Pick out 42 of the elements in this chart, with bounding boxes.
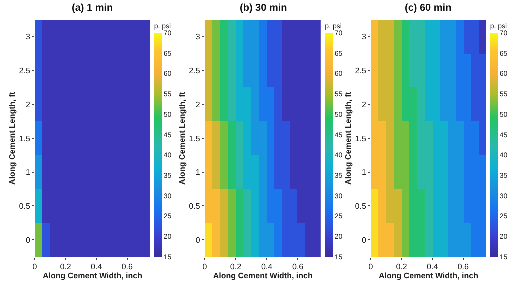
chart-title: (b) 30 min [240, 3, 288, 14]
y-tick-label: 1.5 [19, 134, 31, 144]
y-tick-label: 2 [26, 100, 31, 110]
y-tick-label: 3 [362, 32, 367, 42]
x-axis-title: Along Cement Width, inch [379, 272, 479, 281]
x-tick-label: 0.4 [91, 262, 103, 272]
x-tick-label: 0.2 [396, 262, 408, 272]
x-tick-label: 0.6 [292, 262, 304, 272]
y-tick-label: 1.5 [189, 134, 201, 144]
x-tick-label: 0 [368, 262, 374, 272]
y-tick-label: 2 [362, 100, 367, 110]
x-tick-label: 0.6 [458, 262, 470, 272]
x-axis-title: Along Cement Width, inch [213, 272, 313, 281]
x-tick-label: 0.2 [230, 262, 242, 272]
x-tick-label: 0.4 [427, 262, 439, 272]
y-tick-label: 3 [196, 32, 201, 42]
y-tick-label: 0.5 [355, 202, 367, 212]
x-tick-label: 0 [202, 262, 208, 272]
y-tick-label: 2.5 [355, 66, 367, 76]
y-tick-label: 1.5 [355, 134, 367, 144]
y-tick-label: 2 [196, 100, 201, 110]
y-tick-label: 1 [196, 168, 201, 178]
chart-title: (a) 1 min [72, 3, 114, 14]
y-tick-label: 2.5 [189, 66, 201, 76]
chart-title: (c) 60 min [405, 3, 452, 14]
y-tick-label: 1 [362, 168, 367, 178]
y-tick-label: 0 [26, 236, 31, 245]
y-axis-title: Along Cement Length, ft [344, 92, 353, 185]
x-tick-label: 0.4 [261, 262, 274, 272]
y-axis-title: Along Cement Length, ft [178, 92, 187, 185]
y-axis-title: Along Cement Length, ft [8, 92, 17, 185]
x-tick-label: 0.2 [60, 262, 72, 272]
y-tick-label: 3 [26, 32, 31, 42]
y-tick-label: 0.5 [19, 202, 31, 212]
y-tick-label: 0.5 [189, 202, 201, 212]
y-tick-label: 1 [26, 168, 31, 178]
y-tick-label: 2.5 [19, 66, 31, 76]
x-axis-title: Along Cement Width, inch [43, 272, 143, 281]
x-tick-label: 0.6 [122, 262, 134, 272]
x-tick-label: 0 [32, 262, 38, 272]
y-tick-label: 0 [362, 236, 367, 245]
y-tick-label: 0 [196, 236, 201, 245]
